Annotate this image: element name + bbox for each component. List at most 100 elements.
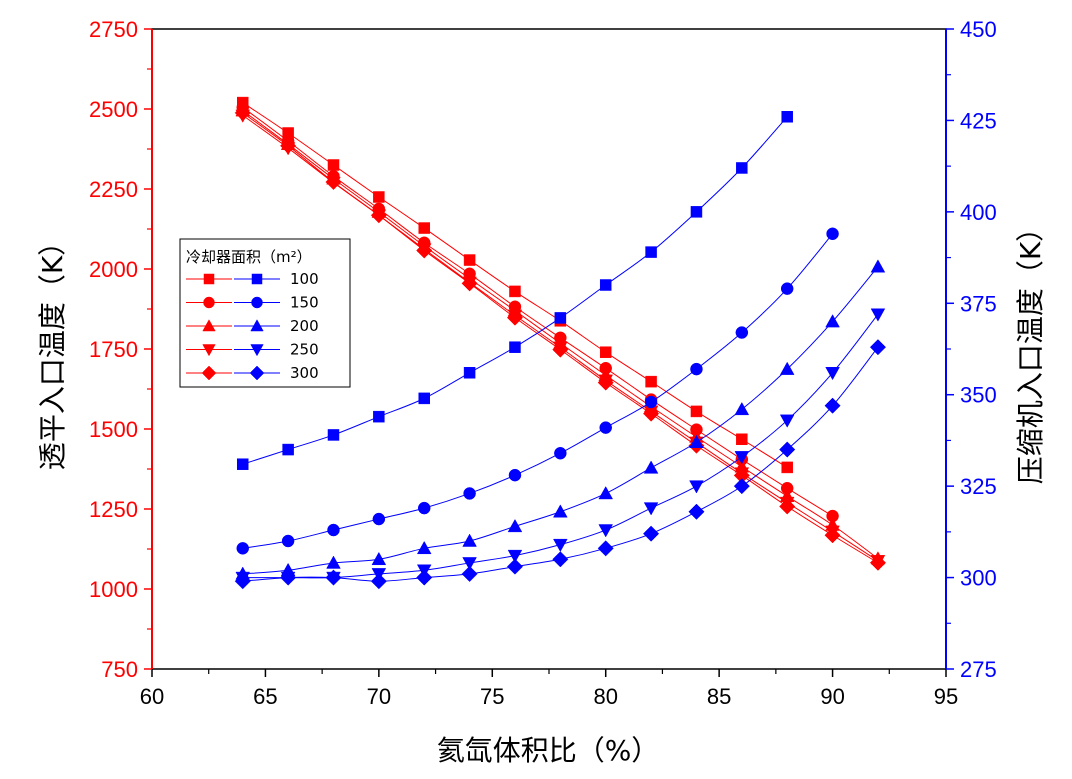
y-left-tick-label: 2000 xyxy=(89,257,138,282)
data-point xyxy=(553,504,568,518)
legend-marker-right xyxy=(250,319,264,332)
data-point xyxy=(327,159,340,171)
series-right-300 xyxy=(234,339,886,590)
data-point xyxy=(416,540,432,555)
y-right-tick-label: 375 xyxy=(960,291,997,316)
data-point xyxy=(781,461,793,474)
data-point xyxy=(327,523,340,537)
y-right-tick-label: 275 xyxy=(960,657,997,682)
data-point xyxy=(236,542,249,555)
legend-marker-right xyxy=(251,296,263,309)
data-point xyxy=(373,410,385,423)
y-left-tick-label: 2250 xyxy=(89,177,138,202)
legend-entry: 150 xyxy=(186,294,319,312)
data-point xyxy=(734,401,750,416)
y-left-tick-label: 1750 xyxy=(89,337,138,362)
data-point xyxy=(325,569,342,586)
data-point xyxy=(370,207,387,224)
data-point xyxy=(507,549,523,564)
y-right-tick-label: 300 xyxy=(960,566,997,591)
data-point xyxy=(554,312,567,324)
data-point xyxy=(598,524,614,538)
data-point xyxy=(736,162,748,174)
data-point xyxy=(463,367,476,379)
data-point xyxy=(597,374,614,391)
data-point xyxy=(507,518,523,533)
data-point xyxy=(371,551,387,566)
data-point xyxy=(870,259,886,273)
data-point xyxy=(734,451,750,465)
data-point xyxy=(461,565,478,582)
data-point xyxy=(643,502,659,516)
legend-entry: 200 xyxy=(186,317,319,335)
x-tick-label: 85 xyxy=(707,684,731,709)
data-point xyxy=(554,446,567,460)
legend-label: 200 xyxy=(290,317,319,335)
data-point xyxy=(825,367,840,381)
legend-entries: 100 150 200 250 300 xyxy=(186,270,319,382)
data-point xyxy=(779,441,796,458)
data-point xyxy=(282,443,294,456)
data-point xyxy=(779,414,795,428)
legend-entry: 300 xyxy=(186,364,319,382)
data-point xyxy=(234,104,251,121)
legend-marker-left xyxy=(201,365,217,381)
x-tick-label: 90 xyxy=(820,684,844,709)
y-right-tick-label: 350 xyxy=(960,383,997,408)
data-point xyxy=(327,429,340,441)
series-left-300 xyxy=(234,104,886,571)
y-axis-left-title: 透平入口温度（K） xyxy=(36,228,69,470)
data-point xyxy=(690,206,703,218)
data-point xyxy=(598,486,614,500)
data-point xyxy=(645,375,657,388)
data-point xyxy=(508,468,522,482)
data-point xyxy=(644,395,658,409)
x-axis-title: 氦氙体积比（%） xyxy=(437,734,660,767)
x-tick-label: 95 xyxy=(934,684,958,709)
data-point xyxy=(552,551,569,568)
series-right-150 xyxy=(236,227,839,555)
x-tick-label: 80 xyxy=(593,684,617,709)
data-point xyxy=(781,111,793,123)
data-point xyxy=(280,137,297,154)
data-point xyxy=(463,254,476,266)
y-right-tick-label: 450 xyxy=(960,17,997,42)
data-point xyxy=(326,555,341,569)
legend-marker-right xyxy=(250,344,264,357)
data-point xyxy=(824,527,841,544)
data-point xyxy=(690,405,703,418)
data-point xyxy=(688,503,705,520)
data-point xyxy=(733,478,750,495)
data-point xyxy=(599,421,612,434)
legend-label: 100 xyxy=(290,270,319,288)
y-right-tick-label: 425 xyxy=(960,108,997,133)
data-point xyxy=(509,341,521,353)
data-point xyxy=(417,501,431,515)
legend-box xyxy=(179,238,351,388)
x-tick-label: 65 xyxy=(253,684,277,709)
data-point xyxy=(506,309,524,326)
y-left-tick-label: 1000 xyxy=(89,577,138,602)
legend-entry: 100 xyxy=(186,270,319,288)
data-point xyxy=(689,434,704,449)
data-point xyxy=(370,573,387,590)
series-right-200 xyxy=(235,259,886,580)
x-tick-label: 70 xyxy=(367,684,391,709)
legend-marker-left xyxy=(203,273,215,285)
data-point xyxy=(281,534,295,548)
data-point xyxy=(325,173,342,191)
legend-title: 冷却器面积（m²） xyxy=(186,248,312,266)
legend-entry: 250 xyxy=(186,341,319,359)
data-point xyxy=(462,557,477,571)
data-point xyxy=(735,326,749,339)
data-point xyxy=(643,405,660,422)
data-point xyxy=(552,341,569,358)
y-right-tick-label: 325 xyxy=(960,474,997,499)
data-point xyxy=(418,392,430,405)
legend-label: 150 xyxy=(290,294,319,312)
y-left-tick-label: 1500 xyxy=(89,417,138,442)
legend-label: 250 xyxy=(290,341,319,359)
data-point xyxy=(826,227,839,241)
data-point xyxy=(373,191,385,203)
